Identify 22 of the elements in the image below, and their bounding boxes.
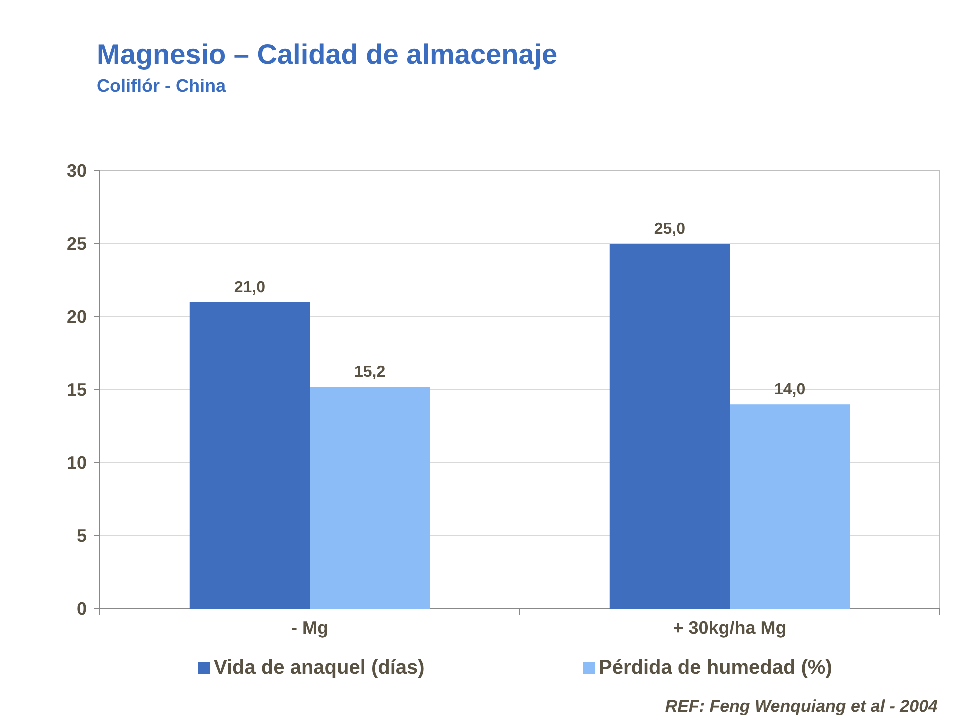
- chart-title: Magnesio – Calidad de almacenaje: [97, 39, 558, 70]
- y-tick-label: 20: [66, 306, 87, 327]
- data-label: 15,2: [354, 364, 386, 382]
- data-label: 14,0: [774, 382, 806, 399]
- text: REF: Feng Wenquiang et al - 2004: [665, 697, 939, 716]
- bar: [310, 387, 430, 609]
- y-tick-label: 30: [66, 160, 87, 181]
- y-tick-label: 15: [66, 380, 87, 400]
- chart-subtitle: Coliflór - China: [97, 76, 227, 96]
- y-tick-label: 5: [76, 526, 87, 546]
- x-tick-label: - Mg: [292, 618, 328, 638]
- y-tick-label: 10: [66, 452, 87, 473]
- x-tick-label: + 30kg/ha Mg: [673, 618, 787, 638]
- data-label: 21,0: [234, 279, 266, 296]
- bar: [730, 404, 850, 609]
- data-label: 25,0: [654, 221, 686, 238]
- y-tick-label: 25: [66, 234, 87, 254]
- bar: [190, 302, 310, 609]
- legend-label: Vida de anaquel (días): [214, 657, 425, 679]
- y-tick-label: 0: [76, 598, 87, 619]
- legend-label: Pérdida de humedad (%): [599, 657, 832, 679]
- bar: [610, 244, 730, 609]
